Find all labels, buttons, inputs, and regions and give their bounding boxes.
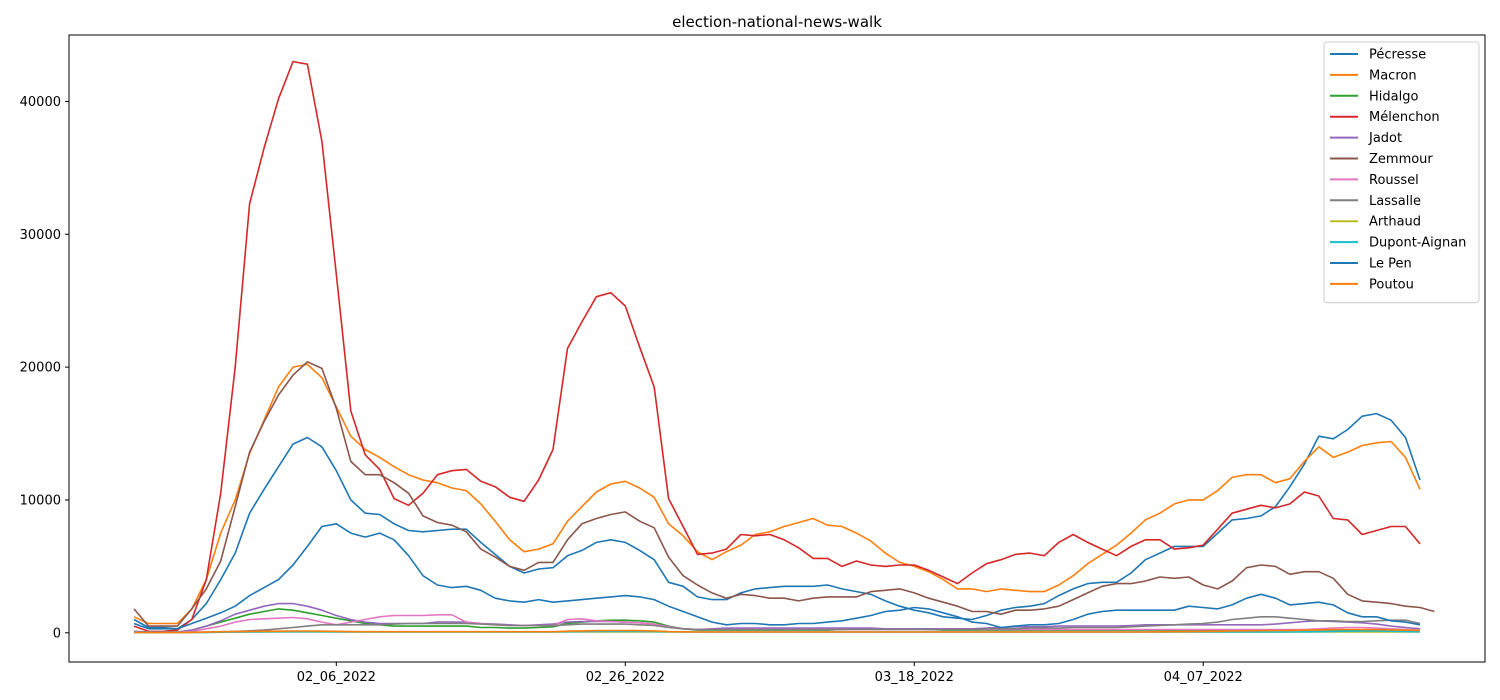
series-line-4 (133, 602, 1421, 633)
legend-label: Roussel (1369, 173, 1419, 188)
plot-lines (133, 60, 1435, 634)
y-axis: 0 10000 20000 30000 40000 (20, 95, 69, 641)
series-line-3 (133, 60, 1421, 633)
legend-label: Pécresse (1369, 48, 1426, 63)
legend-label: Arthaud (1369, 215, 1421, 230)
legend-box (1323, 41, 1480, 304)
legend-label: Zemmour (1369, 152, 1433, 167)
x-tick-label: 03_18_2022 (875, 670, 954, 685)
series-line-11 (133, 628, 1421, 634)
series-line-5 (133, 360, 1435, 627)
legend: Pécresse Macron Hidalgo Mélenchon Jadot Zemmo… (1323, 41, 1480, 304)
x-tick-label: 02_26_2022 (586, 670, 665, 685)
series-line-1 (133, 363, 1421, 625)
y-tick-label: 0 (53, 626, 61, 641)
x-tick-label: 02_06_2022 (297, 670, 376, 685)
series-line-7 (133, 615, 1421, 634)
series-line-0 (133, 412, 1421, 630)
legend-label: Le Pen (1369, 257, 1412, 272)
chart-title: election-national-news-walk (672, 13, 882, 31)
legend-label: Macron (1369, 68, 1417, 83)
y-tick-label: 30000 (20, 228, 61, 243)
x-tick-label: 04_07_2022 (1164, 670, 1243, 685)
legend-label: Dupont-Aignan (1369, 236, 1466, 251)
y-tick-label: 40000 (20, 95, 61, 110)
legend-label: Lassalle (1369, 194, 1421, 209)
legend-label: Hidalgo (1369, 89, 1418, 104)
plot-frame (68, 34, 1486, 663)
legend-label: Jadot (1368, 131, 1402, 146)
y-tick-label: 20000 (20, 361, 61, 376)
legend-label: Mélenchon (1369, 110, 1440, 125)
legend-label: Poutou (1369, 277, 1414, 292)
series-line-10 (133, 522, 1421, 630)
y-tick-label: 10000 (20, 493, 61, 508)
x-axis: 02_06_2022 02_26_2022 03_18_2022 04_07_2022 (297, 662, 1243, 685)
